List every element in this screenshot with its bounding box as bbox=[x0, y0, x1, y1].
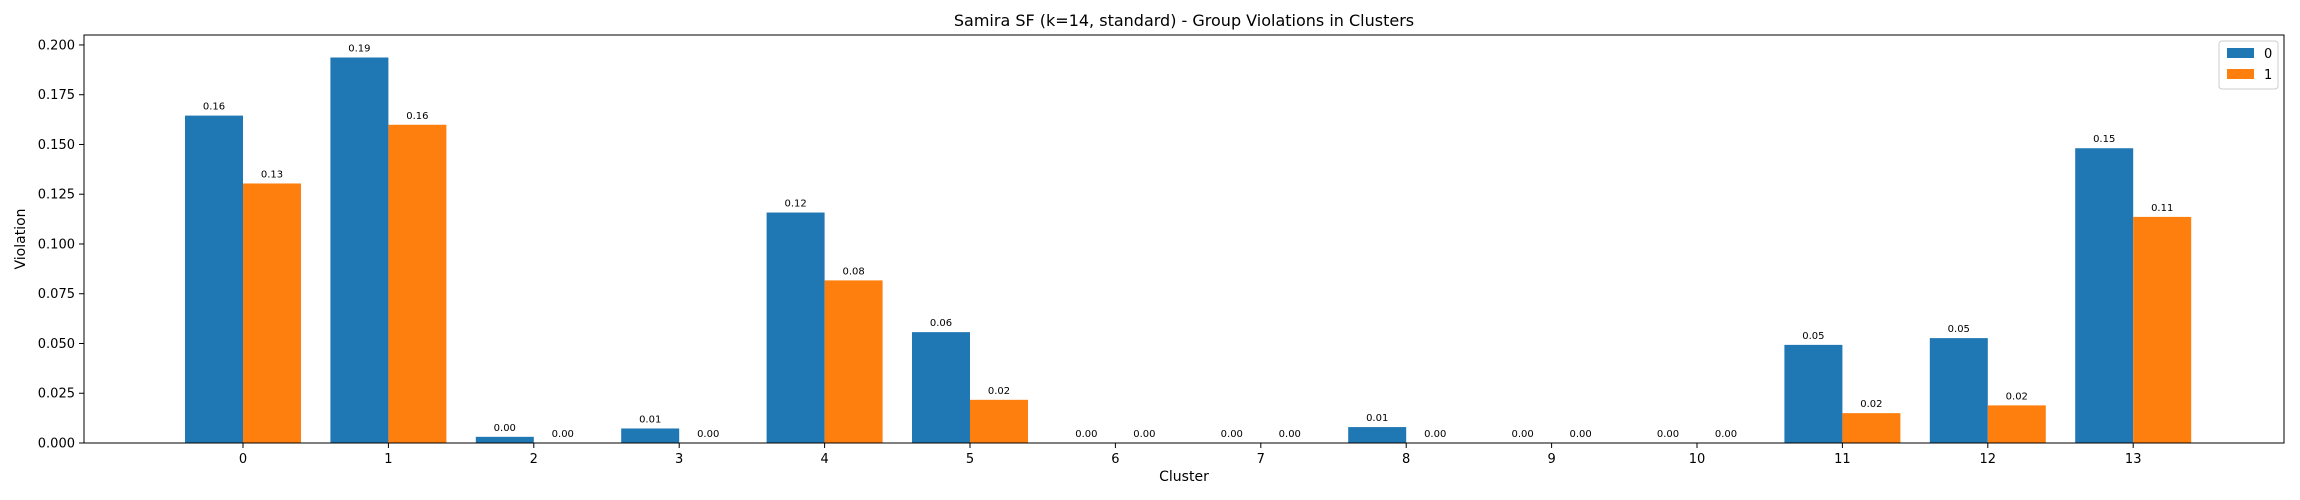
legend-label-series-0: 0 bbox=[2264, 47, 2272, 62]
data-label-series-1-cluster-4: 0.08 bbox=[842, 266, 864, 277]
data-label-series-1-cluster-7: 0.00 bbox=[1279, 429, 1301, 440]
y-tick-label: 0.125 bbox=[38, 188, 75, 203]
data-label-series-1-cluster-6: 0.00 bbox=[1133, 429, 1155, 440]
data-label-series-0-cluster-4: 0.12 bbox=[784, 199, 806, 210]
data-label-series-0-cluster-10: 0.00 bbox=[1657, 429, 1679, 440]
bar-series-1-cluster-12 bbox=[1987, 405, 2046, 443]
data-label-series-1-cluster-3: 0.00 bbox=[697, 429, 719, 440]
bar-series-0-cluster-5 bbox=[912, 332, 970, 443]
data-label-series-1-cluster-9: 0.00 bbox=[1569, 429, 1591, 440]
bar-series-0-cluster-2 bbox=[475, 436, 534, 443]
y-tick-label: 0.150 bbox=[38, 138, 75, 153]
data-label-series-0-cluster-8: 0.01 bbox=[1366, 413, 1388, 424]
y-tick-label: 0.200 bbox=[38, 38, 75, 53]
bar-series-0-cluster-0 bbox=[185, 115, 243, 443]
data-label-series-0-cluster-9: 0.00 bbox=[1511, 429, 1533, 440]
x-tick-label: 8 bbox=[1402, 452, 1410, 467]
bar-series-0-cluster-11 bbox=[1784, 344, 1843, 443]
data-label-series-1-cluster-0: 0.13 bbox=[261, 169, 283, 180]
x-tick-label: 10 bbox=[1689, 452, 1706, 467]
legend-label-series-1: 1 bbox=[2264, 68, 2272, 83]
data-label-series-0-cluster-12: 0.05 bbox=[1948, 324, 1970, 335]
x-axis: 0 1 2 3 4 5 6 7 8 9 10 11 12 13 bbox=[239, 443, 2142, 467]
bar-series-1-cluster-5 bbox=[970, 399, 1028, 443]
y-tick-label: 0.175 bbox=[38, 88, 75, 103]
y-axis: 0.000 0.025 0.050 0.075 0.100 0.125 0.150 0.175… bbox=[38, 38, 84, 452]
x-tick-label: 2 bbox=[530, 452, 538, 467]
bar-series-1-cluster-0 bbox=[243, 183, 301, 443]
data-label-series-1-cluster-12: 0.02 bbox=[2006, 391, 2028, 402]
x-tick-label: 4 bbox=[820, 452, 828, 467]
y-tick-label: 0.000 bbox=[38, 437, 75, 452]
x-tick-label: 6 bbox=[1111, 452, 1119, 467]
data-labels-layer: 0.16 0.19 0.00 0.01 0.12 0.06 0.00 0.00 0.01 0.00… bbox=[203, 43, 2173, 440]
x-tick-label: 5 bbox=[966, 452, 974, 467]
y-axis-label: Violation bbox=[13, 208, 29, 269]
plot-area: 0.16 0.19 0.00 0.01 0.12 0.06 0.00 0.00 0.01 0.00… bbox=[83, 34, 2285, 444]
data-label-series-1-cluster-10: 0.00 bbox=[1715, 429, 1737, 440]
data-label-series-1-cluster-11: 0.02 bbox=[1860, 399, 1882, 410]
data-label-series-1-cluster-13: 0.11 bbox=[2151, 203, 2173, 214]
data-label-series-0-cluster-2: 0.00 bbox=[494, 423, 516, 434]
y-tick-label: 0.100 bbox=[38, 237, 75, 252]
legend-swatch-series-0 bbox=[2227, 48, 2254, 58]
x-tick-label: 7 bbox=[1257, 452, 1265, 467]
x-tick-label: 3 bbox=[675, 452, 683, 467]
x-tick-label: 13 bbox=[2125, 452, 2142, 467]
legend-swatch-series-1 bbox=[2227, 69, 2254, 79]
data-label-series-0-cluster-6: 0.00 bbox=[1075, 429, 1097, 440]
data-label-series-0-cluster-3: 0.01 bbox=[639, 414, 661, 425]
data-label-series-0-cluster-5: 0.06 bbox=[930, 318, 952, 329]
data-label-series-0-cluster-0: 0.16 bbox=[203, 102, 225, 113]
legend: 0 1 bbox=[2218, 40, 2279, 90]
x-tick-label: 0 bbox=[239, 452, 247, 467]
x-tick-label: 9 bbox=[1547, 452, 1555, 467]
y-tick-label: 0.075 bbox=[38, 287, 75, 302]
data-label-series-0-cluster-1: 0.19 bbox=[348, 43, 370, 54]
bar-series-0-cluster-1 bbox=[330, 57, 389, 444]
bar-series-1-cluster-13 bbox=[2133, 216, 2192, 443]
y-tick-label: 0.025 bbox=[38, 387, 75, 402]
bar-series-1-cluster-11 bbox=[1842, 413, 1901, 443]
bar-series-0-cluster-3 bbox=[621, 428, 680, 443]
bar-series-0-cluster-12 bbox=[1929, 338, 1988, 443]
plot-border bbox=[83, 34, 2285, 444]
chart-title: Samira SF (k=14, standard) - Group Viola… bbox=[954, 11, 1414, 30]
plot-frame bbox=[84, 35, 2284, 443]
x-axis-label: Cluster bbox=[1159, 469, 1209, 485]
x-tick-label: 12 bbox=[1980, 452, 1997, 467]
data-label-series-1-cluster-2: 0.00 bbox=[552, 429, 574, 440]
data-label-series-0-cluster-11: 0.05 bbox=[1802, 331, 1824, 342]
data-label-series-1-cluster-5: 0.02 bbox=[988, 386, 1010, 397]
data-label-series-0-cluster-7: 0.00 bbox=[1221, 429, 1243, 440]
y-tick-label: 0.050 bbox=[38, 337, 75, 352]
bar-series-0-cluster-13 bbox=[2075, 148, 2134, 443]
bar-series-0-cluster-8 bbox=[1348, 427, 1407, 443]
bars-layer bbox=[185, 57, 2192, 444]
data-label-series-1-cluster-8: 0.00 bbox=[1424, 429, 1446, 440]
x-tick-label: 11 bbox=[1834, 452, 1851, 467]
data-label-series-1-cluster-1: 0.16 bbox=[406, 111, 428, 122]
bar-series-0-cluster-4 bbox=[766, 212, 825, 443]
bar-series-1-cluster-4 bbox=[824, 280, 883, 443]
bar-series-1-cluster-1 bbox=[388, 124, 447, 443]
data-label-series-0-cluster-13: 0.15 bbox=[2093, 134, 2115, 145]
x-tick-label: 1 bbox=[384, 452, 392, 467]
